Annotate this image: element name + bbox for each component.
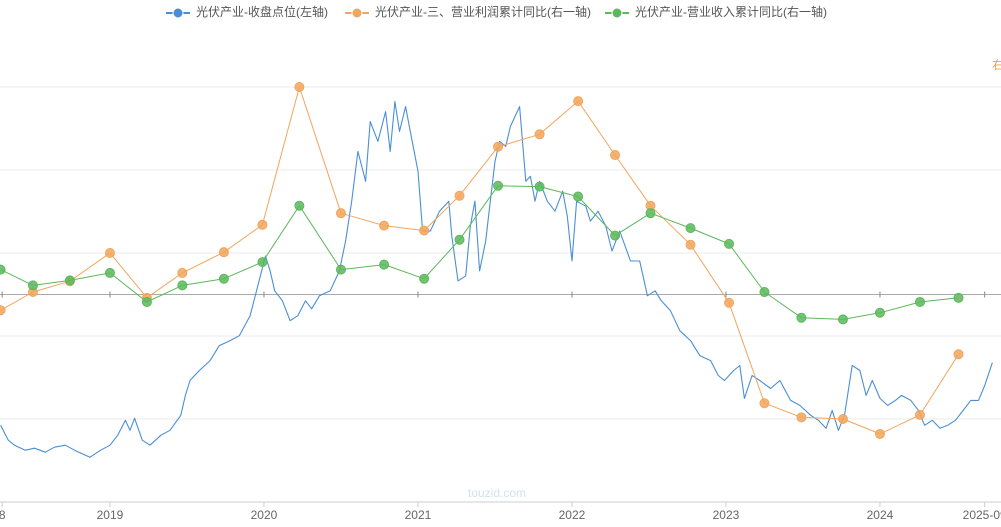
series-line — [0, 101, 993, 458]
data-point — [759, 287, 770, 298]
x-tick-label: 2024 — [867, 508, 894, 522]
data-point — [454, 234, 465, 245]
data-point — [294, 200, 305, 211]
data-point — [0, 264, 6, 275]
data-point — [493, 141, 504, 152]
legend-label: 光伏产业-三、营业利润累计同比(右一轴) — [375, 4, 591, 19]
data-point — [27, 280, 38, 291]
data-point — [610, 150, 621, 161]
data-point — [953, 349, 964, 360]
legend-icon-marker — [611, 7, 623, 19]
data-point — [724, 297, 735, 308]
watermark: touzid.com — [468, 486, 526, 500]
data-point — [534, 129, 545, 140]
x-tick-label: 2019 — [97, 508, 124, 522]
y2-axis-label: 右 — [992, 57, 1001, 72]
data-point — [685, 223, 696, 234]
data-point — [64, 275, 75, 286]
data-point — [837, 414, 848, 424]
series-line — [0, 185, 959, 320]
x-tick-label: 2025-09 — [963, 508, 1001, 522]
data-point — [379, 259, 390, 270]
x-tick-label: 2020 — [251, 508, 278, 522]
x-tick-label: 2021 — [405, 508, 432, 522]
data-point — [419, 225, 430, 236]
data-point — [874, 428, 885, 439]
data-point — [141, 296, 152, 307]
data-point — [257, 257, 268, 268]
data-point — [953, 292, 964, 303]
data-point — [610, 230, 621, 241]
data-point — [874, 307, 885, 318]
data-point — [573, 191, 584, 202]
x-tick-label: 2023 — [713, 508, 740, 522]
x-tick-label: 2022 — [559, 508, 586, 522]
legend-label: 光伏产业-营业收入累计同比(右一轴) — [635, 4, 827, 19]
legend-icon-marker — [351, 7, 363, 19]
legend-icon-marker — [172, 7, 184, 19]
data-point — [454, 190, 465, 201]
data-point — [724, 238, 735, 249]
data-point — [685, 239, 696, 250]
data-point — [294, 82, 305, 92]
data-point — [573, 96, 584, 107]
data-point — [534, 181, 545, 192]
data-point — [257, 219, 268, 230]
data-point — [914, 296, 925, 307]
data-point — [218, 247, 229, 258]
legend-label: 光伏产业-收盘点位(左轴) — [196, 4, 328, 19]
data-point — [796, 412, 807, 423]
data-point — [759, 398, 770, 409]
data-point — [177, 267, 188, 278]
data-point — [837, 314, 848, 325]
data-point — [493, 180, 504, 191]
data-point — [379, 220, 390, 231]
data-point — [0, 305, 6, 316]
data-point — [218, 273, 229, 284]
data-point — [335, 208, 346, 219]
data-point — [645, 208, 656, 219]
x-tick-label: 8 — [0, 508, 6, 522]
data-point — [796, 312, 807, 323]
data-point — [104, 248, 115, 258]
legend: 光伏产业-收盘点位(左轴) 光伏产业-三、营业利润累计同比(右一轴) 光伏产业-营业… — [166, 4, 827, 19]
data-point — [177, 280, 188, 291]
data-point — [419, 273, 430, 284]
data-point — [335, 264, 346, 275]
series-line — [0, 86, 959, 435]
data-point — [104, 267, 115, 278]
data-point — [914, 409, 925, 420]
